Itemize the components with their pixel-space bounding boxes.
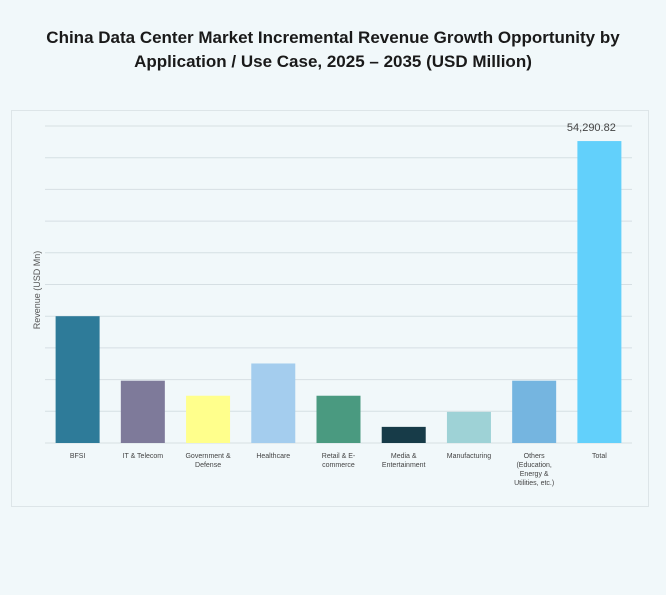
x-tick-label: Manufacturing xyxy=(447,453,491,460)
x-tick-label: Total xyxy=(592,453,607,460)
x-tick-label: Healthcare xyxy=(256,453,290,460)
x-tick-label: Others xyxy=(524,453,546,460)
x-tick-label: Utilities, etc.) xyxy=(514,480,554,487)
bar xyxy=(55,316,100,443)
bar xyxy=(381,426,426,443)
x-tick-label: Government & xyxy=(185,453,230,460)
data-label: 54,290.82 xyxy=(567,122,616,134)
bar xyxy=(446,411,491,443)
chart-title: China Data Center Market Incremental Rev… xyxy=(0,26,666,74)
x-tick-label: Entertainment xyxy=(382,462,426,469)
x-tick-label: Media & xyxy=(391,453,417,460)
x-tick-label: IT & Telecom xyxy=(123,453,164,460)
x-tick-label: Retail & E- xyxy=(322,453,356,460)
bar xyxy=(251,363,296,443)
x-tick-label: BFSI xyxy=(70,453,86,460)
x-tick-label: Energy & xyxy=(520,471,549,478)
bar xyxy=(577,141,622,444)
chart-title-line2: Application / Use Case, 2025 – 2035 (USD… xyxy=(134,52,532,71)
x-tick-label: Defense xyxy=(195,462,221,469)
bar xyxy=(186,395,231,443)
chart-title-line1: China Data Center Market Incremental Rev… xyxy=(46,28,620,47)
x-tick-label: commerce xyxy=(322,462,355,469)
bar xyxy=(512,380,557,443)
bar xyxy=(120,380,165,443)
x-tick-label: (Education, xyxy=(516,462,551,469)
bar xyxy=(316,395,361,443)
y-axis-label: Revenue (USD Mn) xyxy=(32,251,42,330)
